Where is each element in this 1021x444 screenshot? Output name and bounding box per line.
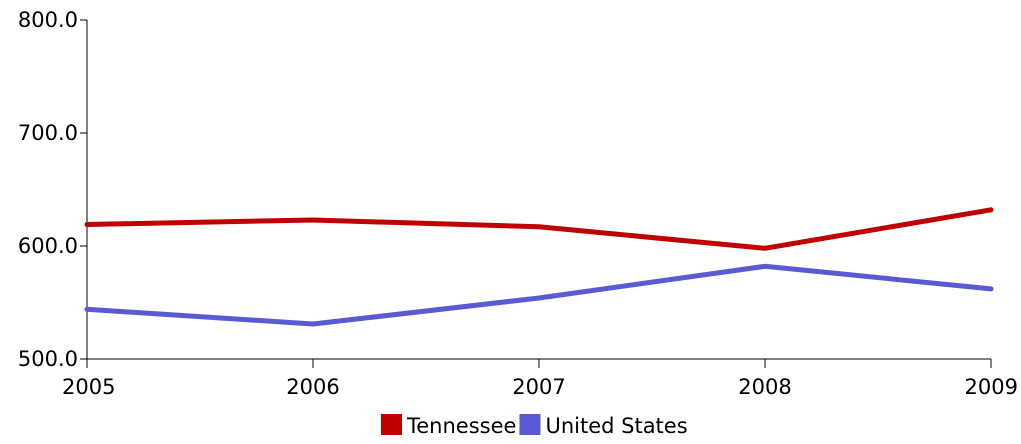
x-tick-label: 2008 bbox=[738, 375, 791, 399]
x-tick-label: 2009 bbox=[965, 375, 1018, 399]
x-tick-label: 2007 bbox=[512, 375, 565, 399]
series-line-united-states bbox=[84, 263, 994, 327]
y-tick-label: 600.0 bbox=[18, 234, 78, 258]
legend: Tennessee United States bbox=[381, 414, 688, 438]
legend-swatch-united-states bbox=[519, 414, 541, 435]
axes: 500.0 600.0 700.0 800.0 2005 2006 2007 2008 2009 bbox=[18, 8, 1018, 399]
legend-label-tennessee: Tennessee bbox=[406, 414, 516, 438]
series-lines bbox=[84, 207, 994, 327]
legend-swatch-tennessee bbox=[381, 414, 402, 435]
x-tick-label: 2006 bbox=[286, 375, 339, 399]
x-tick-label: 2005 bbox=[62, 375, 115, 399]
series-line-tennessee bbox=[84, 207, 994, 251]
y-tick-label: 500.0 bbox=[18, 347, 78, 371]
y-tick-label: 800.0 bbox=[18, 8, 78, 32]
y-tick-label: 700.0 bbox=[18, 121, 78, 145]
legend-label-united-states: United States bbox=[545, 414, 687, 438]
